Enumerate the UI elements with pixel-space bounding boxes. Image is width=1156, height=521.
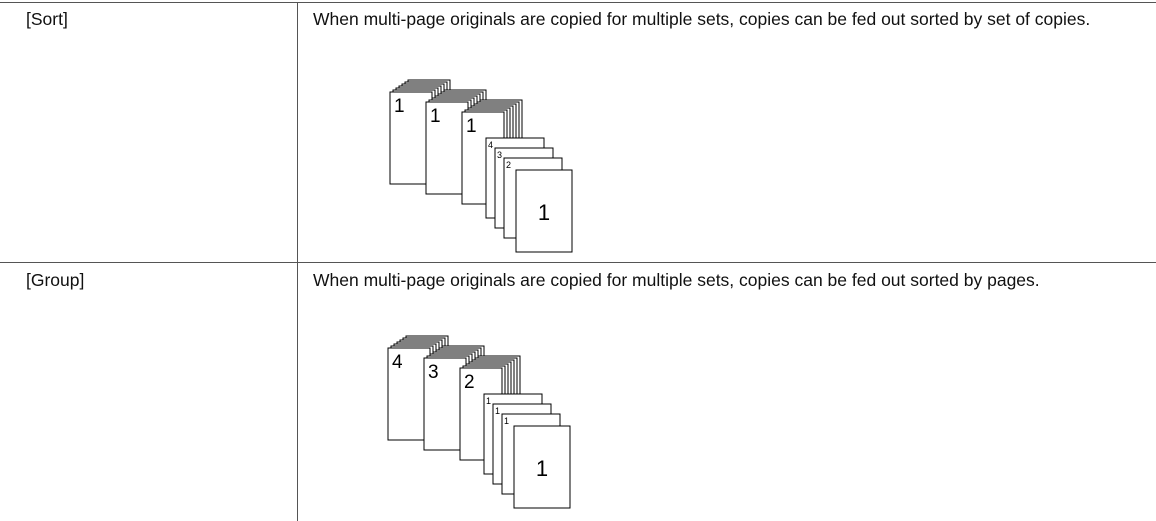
front-label: 1 (538, 200, 550, 225)
table-top-border (0, 2, 1156, 3)
stack-label: 3 (428, 362, 439, 383)
row-label: [Group] (26, 270, 85, 290)
page-label: 2 (506, 160, 511, 170)
row-description: When multi-page originals are copied for… (313, 9, 1091, 29)
page-label: 1 (495, 406, 500, 416)
stack-label: 1 (430, 106, 441, 127)
page-label: 1 (504, 416, 509, 426)
row-separator (0, 262, 1156, 263)
stack-label: 4 (392, 352, 403, 373)
sheet (515, 169, 573, 253)
stack-label: 1 (466, 116, 477, 137)
column-divider (297, 2, 298, 521)
sheet (423, 357, 467, 451)
row-label: [Sort] (26, 9, 68, 29)
page-label: 3 (497, 150, 502, 160)
sheet (387, 347, 431, 441)
page-label: 1 (486, 396, 491, 406)
front-label: 1 (536, 456, 548, 481)
sheet (425, 101, 469, 195)
page-label: 4 (488, 140, 493, 150)
row-description: When multi-page originals are copied for… (313, 270, 1040, 290)
sheet (389, 91, 433, 185)
sheet (513, 425, 571, 509)
stack-label: 1 (394, 96, 405, 117)
stack-label: 2 (464, 372, 475, 393)
